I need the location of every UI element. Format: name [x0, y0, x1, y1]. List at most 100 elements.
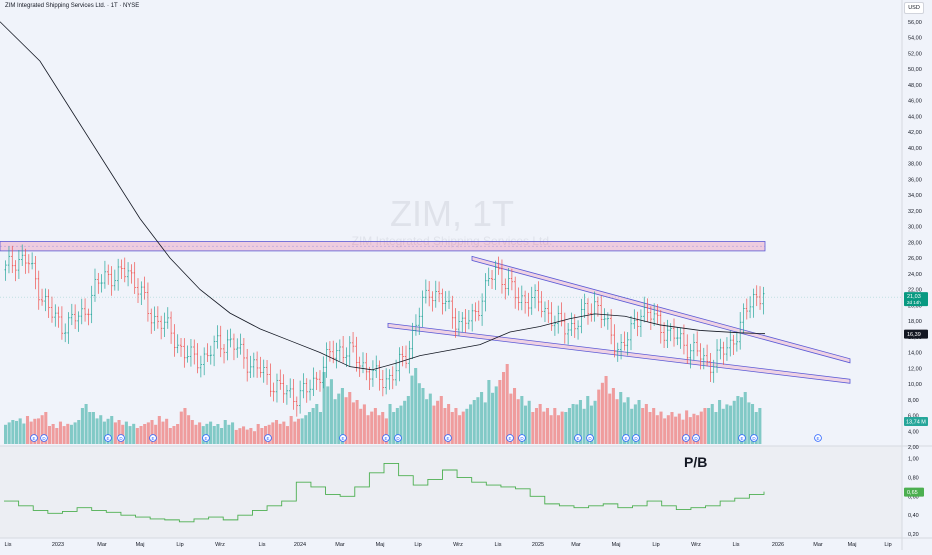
y-tick-label: 48,00	[908, 83, 922, 89]
y-tick-label: 28,00	[908, 240, 922, 246]
volume-bar	[659, 411, 663, 444]
volume-bar	[183, 408, 187, 444]
y-tick-label: 44,00	[908, 114, 922, 120]
volume-bar	[491, 392, 495, 444]
volume-bar	[458, 415, 462, 444]
y-tick-label: 26,00	[908, 256, 922, 262]
dividend-marker	[692, 434, 700, 442]
volume-bar	[556, 415, 560, 444]
x-tick-label: Lis	[732, 542, 739, 548]
pb-value: 0,65	[907, 490, 918, 496]
volume-bar	[99, 415, 103, 444]
volume-bar	[648, 412, 652, 444]
volume-bar	[604, 376, 608, 444]
y-tick-label: 14,00	[908, 351, 922, 357]
volume-bar	[707, 408, 711, 444]
pb-y-tick-label: 0,20	[908, 532, 919, 538]
volume-bar	[626, 397, 630, 444]
earnings-marker-label: E	[106, 436, 109, 441]
volume-bar	[450, 412, 454, 444]
x-tick-label: Mar	[571, 542, 581, 548]
earnings-marker	[382, 434, 390, 442]
volume-bar	[110, 416, 114, 444]
volume-bar	[545, 408, 550, 444]
volume-bar	[205, 423, 209, 444]
volume-bar	[190, 420, 194, 444]
dividend-marker-label: D	[588, 436, 592, 441]
earnings-marker-label: E	[384, 436, 387, 441]
earnings-marker-label: E	[446, 436, 449, 441]
volume-bar	[721, 408, 725, 444]
volume-bar	[355, 400, 359, 444]
volume-bar	[234, 429, 238, 444]
volume-bar	[220, 428, 224, 444]
volume-bar	[4, 424, 8, 444]
volume-bar	[417, 383, 421, 444]
pb-pane-background	[0, 446, 902, 538]
volume-bar	[384, 418, 388, 444]
earnings-marker-label: E	[684, 436, 687, 441]
volume-bar	[641, 408, 645, 444]
x-tick-label: Mar	[335, 542, 345, 548]
volume-bar	[212, 426, 216, 444]
y-tick-label: 6,00	[908, 414, 919, 420]
volume-bar	[271, 422, 275, 444]
volume-bar	[725, 404, 729, 444]
volume-bar	[36, 418, 41, 444]
volume-bar	[512, 388, 517, 444]
volume-bar	[260, 428, 264, 444]
volume-bar	[318, 412, 322, 444]
volume-bar	[227, 424, 231, 444]
volume-bar	[329, 379, 333, 444]
pb-y-tick-label: 0,80	[908, 476, 919, 482]
x-tick-label: Lip	[884, 542, 891, 548]
y-tick-label: 40,00	[908, 146, 922, 152]
volume-bar	[487, 380, 491, 444]
volume-bar	[179, 411, 183, 444]
volume-bar	[575, 404, 579, 444]
earnings-marker-label: E	[341, 436, 344, 441]
x-tick-label: 2024	[294, 542, 306, 548]
volume-bar	[516, 399, 520, 444]
y-tick-label: 12,00	[908, 366, 922, 372]
volume-bar	[582, 408, 586, 444]
volume-bar	[443, 408, 447, 444]
volume-bar	[677, 413, 681, 444]
volume-bar	[710, 404, 714, 444]
pb-y-tick-label: 0,40	[908, 513, 919, 519]
volume-bar	[168, 428, 172, 444]
earnings-marker	[104, 434, 112, 442]
volume-bar	[124, 421, 128, 444]
volume-bar	[670, 412, 674, 444]
wedge-upper-band	[471, 255, 851, 364]
volume-bar	[62, 426, 66, 444]
dividend-marker	[117, 434, 125, 442]
volume-bar	[304, 415, 308, 444]
x-tick-label: Maj	[376, 542, 385, 548]
volume-bar	[282, 421, 286, 444]
volume-bar	[69, 424, 73, 444]
volume-bar	[377, 415, 381, 444]
volume-bar	[58, 421, 62, 444]
volume-bar	[311, 408, 315, 444]
y-tick-label: 36,00	[908, 177, 922, 183]
volume-bar	[157, 416, 161, 444]
wedge-lower-band	[387, 322, 851, 384]
volume-bar	[278, 423, 282, 444]
volume-bar	[139, 426, 143, 444]
currency-button[interactable]: USD	[904, 2, 924, 14]
volume-bar	[263, 426, 268, 444]
volume-bar	[249, 428, 253, 444]
pb-value-tag	[904, 487, 924, 497]
volume-bar	[47, 426, 52, 444]
watermark-name: ZIM Integrated Shipping Services Ltd.	[352, 234, 553, 248]
volume-bar	[84, 404, 88, 444]
volume-bar	[714, 412, 718, 444]
dividend-marker	[518, 434, 526, 442]
volume-bar	[615, 399, 619, 444]
volume-bar	[567, 408, 571, 444]
volume-bar	[55, 428, 59, 444]
volume-bar	[663, 418, 667, 444]
